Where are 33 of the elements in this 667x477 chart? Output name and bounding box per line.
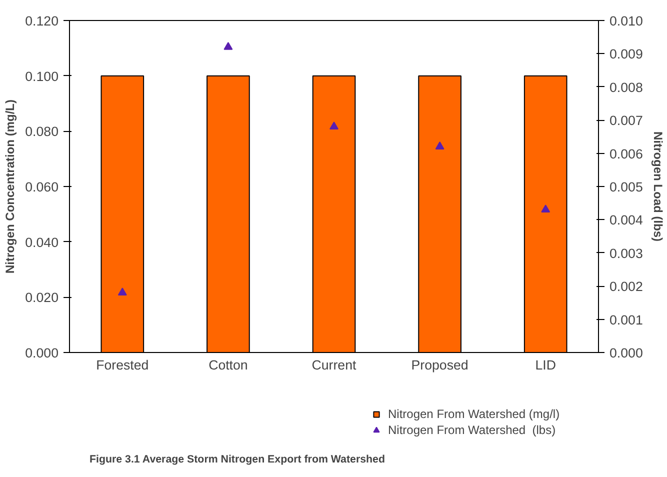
y2-axis-title: Nitrogen Load (lbs)	[650, 132, 665, 242]
y2-tick-label: 0.002	[610, 279, 643, 294]
y2-tick-label: 0.005	[610, 180, 643, 194]
x-tick-label: Proposed	[411, 358, 468, 372]
y-tick-label: 0.020	[25, 290, 59, 306]
y2-tick-label: 0.006	[610, 146, 643, 162]
x-tick-label: LID	[535, 358, 556, 372]
point	[541, 204, 550, 213]
y2-tick-label: 0.003	[610, 246, 643, 261]
y-axis-title: Nitrogen Concentration (mg/L)	[3, 99, 18, 274]
y2-tick-label: 0.010	[610, 14, 643, 28]
point	[224, 42, 233, 50]
legend-label: Nitrogen From Watershed (lbs)	[388, 423, 556, 437]
y2-tick-label: 0.004	[610, 212, 644, 228]
y2-tick-label: 0.000	[610, 346, 643, 360]
point	[435, 142, 444, 150]
y2-tick-label: 0.009	[610, 46, 643, 62]
y-tick-label: 0.040	[25, 234, 59, 250]
y2-tick-label: 0.007	[610, 113, 643, 128]
x-tick-label: Current	[312, 358, 357, 372]
y-tick-label: 0.000	[25, 346, 59, 360]
y2-tick-label: 0.001	[610, 312, 643, 328]
y-tick-label: 0.060	[25, 180, 59, 194]
x-tick-label: Cotton	[208, 358, 248, 372]
caption: Figure 3.1 Average Storm Nitrogen Export from Watershed	[90, 454, 385, 466]
y-tick-label: 0.080	[25, 124, 59, 140]
point	[330, 122, 338, 130]
y-tick-label: 0.100	[25, 68, 59, 84]
x-tick-label: Forested	[96, 358, 149, 372]
point	[118, 288, 127, 296]
y2-tick-label: 0.008	[610, 80, 643, 95]
legend-label: Nitrogen From Watershed (mg/l)	[388, 407, 560, 421]
y-tick-label: 0.120	[25, 14, 59, 28]
